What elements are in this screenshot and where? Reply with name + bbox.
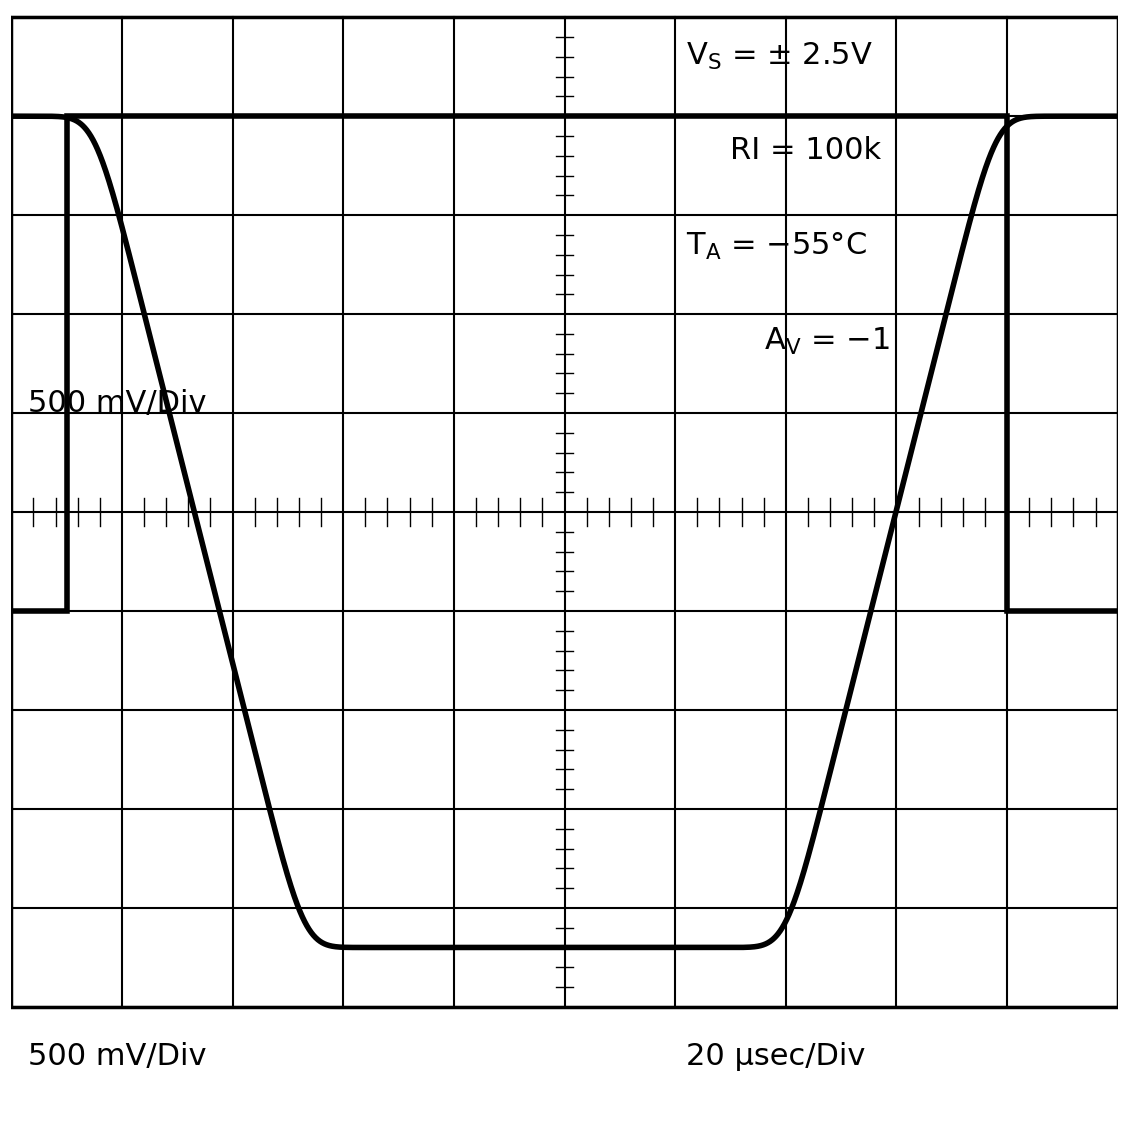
Text: 500 mV/Div: 500 mV/Div xyxy=(28,389,207,418)
Text: RI = 100k: RI = 100k xyxy=(730,136,882,165)
Text: 20 μsec/Div: 20 μsec/Div xyxy=(686,1042,866,1072)
Text: $\mathregular{T_A}$ = −55°C: $\mathregular{T_A}$ = −55°C xyxy=(686,231,867,263)
Text: $\mathregular{V_S}$ = ± 2.5V: $\mathregular{V_S}$ = ± 2.5V xyxy=(686,41,873,72)
Bar xyxy=(11,17,1118,1006)
Text: $\mathregular{A_V}$ = −1: $\mathregular{A_V}$ = −1 xyxy=(763,326,890,357)
Text: 500 mV/Div: 500 mV/Div xyxy=(28,1042,207,1072)
